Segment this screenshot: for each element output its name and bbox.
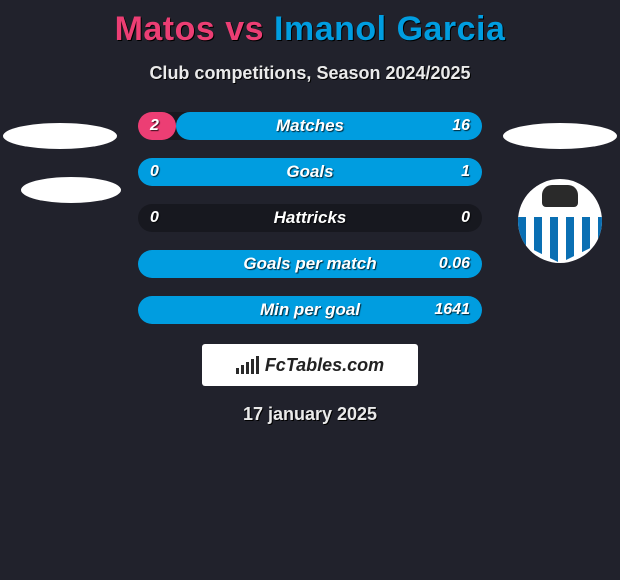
stat-row: 0.06Goals per match [138,250,482,278]
stat-label: Min per goal [138,296,482,324]
page-title: Matos vs Imanol Garcia [0,0,620,49]
footer-date: 17 january 2025 [0,404,620,425]
stat-label: Goals [138,158,482,186]
vs-separator: vs [225,10,264,48]
stat-row: 1641Min per goal [138,296,482,324]
player-right-name: Imanol Garcia [274,10,505,48]
stat-row: 01Goals [138,158,482,186]
subtitle: Club competitions, Season 2024/2025 [0,63,620,84]
stat-row: 216Matches [138,112,482,140]
brand-badge: FcTables.com [202,344,418,386]
stat-label: Hattricks [138,204,482,232]
stat-label: Goals per match [138,250,482,278]
stat-row: 00Hattricks [138,204,482,232]
player-left-name: Matos [115,10,216,48]
comparison-panel: 216Matches 01Goals 00Hattricks 0.06Goals pe… [0,112,620,324]
brand-text: FcTables.com [265,355,384,376]
stat-label: Matches [138,112,482,140]
brand-bars-icon [236,356,259,374]
